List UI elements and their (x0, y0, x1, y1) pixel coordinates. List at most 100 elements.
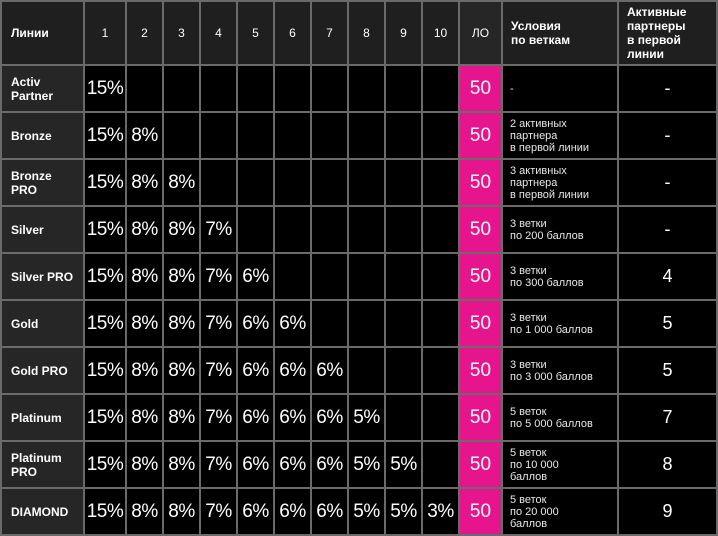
level-5-percent: 6% (236, 487, 275, 536)
level-8-percent (347, 64, 386, 113)
header-level-9: 9 (384, 0, 423, 66)
level-10-percent (421, 252, 460, 301)
level-7-percent (310, 158, 349, 207)
header-active-partners-text: Активные партнеры в первой линии (627, 5, 687, 61)
branch-condition-cell: 3 ветки по 300 баллов (501, 252, 619, 301)
level-9-percent: 5% (384, 487, 423, 536)
level-8-percent (347, 299, 386, 348)
header-level-8: 8 (347, 0, 386, 66)
level-4-percent: 7% (199, 205, 238, 254)
level-7-percent (310, 64, 349, 113)
level-8-percent (347, 205, 386, 254)
rank-name: Gold (11, 316, 39, 331)
level-7-percent: 6% (310, 487, 349, 536)
level-9-percent (384, 393, 423, 442)
level-6-percent (273, 158, 312, 207)
level-7-percent: 6% (310, 393, 349, 442)
header-row: Линии 1 2 3 4 5 6 7 8 9 10 ЛО Условия по… (0, 0, 718, 66)
lo-value: 50 (458, 299, 503, 348)
level-1-percent: 15% (83, 252, 127, 301)
rank-name-cell: Silver (0, 205, 85, 254)
level-4-percent (199, 64, 238, 113)
level-5-percent (236, 64, 275, 113)
level-1-percent: 15% (83, 111, 127, 160)
level-2-percent: 8% (125, 111, 164, 160)
rank-name: Activ Partner (11, 74, 54, 103)
rank-name-cell: Gold PRO (0, 346, 85, 395)
lo-value: 50 (458, 158, 503, 207)
level-1-percent: 15% (83, 440, 127, 489)
level-2-percent: 8% (125, 205, 164, 254)
level-10-percent (421, 346, 460, 395)
active-partners-count: - (617, 64, 718, 113)
active-partners-count: 5 (617, 346, 718, 395)
active-partners-count: 8 (617, 440, 718, 489)
level-3-percent: 8% (162, 205, 201, 254)
table-row: Platinum 15% 8% 8% 7% 6% 6% 6% 5% 50 5 веток по 5 … (0, 393, 718, 442)
rank-name: Bronze PRO (11, 168, 52, 197)
level-1-percent: 15% (83, 393, 127, 442)
rank-name: Platinum PRO (11, 450, 62, 479)
level-1-percent: 15% (83, 64, 127, 113)
level-10-percent (421, 205, 460, 254)
level-6-percent: 6% (273, 487, 312, 536)
level-9-percent (384, 111, 423, 160)
branch-condition-cell: 3 ветки по 200 баллов (501, 205, 619, 254)
level-9-percent (384, 158, 423, 207)
level-6-percent (273, 205, 312, 254)
table-row: Activ Partner 15% 50- - (0, 64, 718, 113)
level-10-percent (421, 158, 460, 207)
rank-name: Silver (11, 222, 44, 237)
level-4-percent: 7% (199, 252, 238, 301)
level-6-percent: 6% (273, 299, 312, 348)
active-partners-count: 5 (617, 299, 718, 348)
branch-condition: 3 активных партнера в первой линии (510, 164, 590, 201)
level-3-percent: 8% (162, 440, 201, 489)
rank-name: DIAMOND (11, 504, 69, 519)
branch-condition: - (510, 82, 514, 95)
level-3-percent: 8% (162, 299, 201, 348)
level-2-percent: 8% (125, 393, 164, 442)
rank-name-cell: DIAMOND (0, 487, 85, 536)
rank-name-cell: Bronze PRO (0, 158, 85, 207)
lo-value: 50 (458, 393, 503, 442)
level-10-percent: 3% (421, 487, 460, 536)
level-1-percent: 15% (83, 205, 127, 254)
level-2-percent: 8% (125, 252, 164, 301)
level-9-percent (384, 252, 423, 301)
branch-condition: 5 веток по 5 000 баллов (510, 405, 593, 430)
table-body: Activ Partner 15% 50- - Bronze 15% 8% 50 2 актив… (0, 64, 718, 536)
level-8-percent (347, 252, 386, 301)
level-2-percent: 8% (125, 299, 164, 348)
table-row: Bronze 15% 8% 50 2 активных партнера в перво… (0, 111, 718, 160)
level-10-percent (421, 440, 460, 489)
level-4-percent (199, 158, 238, 207)
level-7-percent (310, 111, 349, 160)
level-9-percent (384, 299, 423, 348)
table-row: Bronze PRO 15% 8% 8% 50 3 активных партнера в… (0, 158, 718, 207)
level-8-percent (347, 346, 386, 395)
rank-name: Gold PRO (11, 363, 68, 378)
lo-value: 50 (458, 205, 503, 254)
rank-name-cell: Activ Partner (0, 64, 85, 113)
header-conditions-text: Условия по веткам (511, 19, 571, 47)
header-conditions: Условия по веткам (501, 0, 619, 66)
active-partners-count: - (617, 111, 718, 160)
active-partners-count: 9 (617, 487, 718, 536)
active-partners-count: 4 (617, 252, 718, 301)
rank-name: Bronze (11, 128, 52, 143)
branch-condition: 3 ветки по 300 баллов (510, 264, 584, 289)
rank-name-cell: Platinum (0, 393, 85, 442)
header-level-6: 6 (273, 0, 312, 66)
header-level-10: 10 (421, 0, 460, 66)
level-6-percent (273, 252, 312, 301)
level-2-percent: 8% (125, 158, 164, 207)
level-6-percent (273, 111, 312, 160)
level-7-percent: 6% (310, 346, 349, 395)
level-6-percent: 6% (273, 440, 312, 489)
header-lo: ЛО (458, 0, 503, 66)
lo-value: 50 (458, 346, 503, 395)
level-8-percent: 5% (347, 393, 386, 442)
